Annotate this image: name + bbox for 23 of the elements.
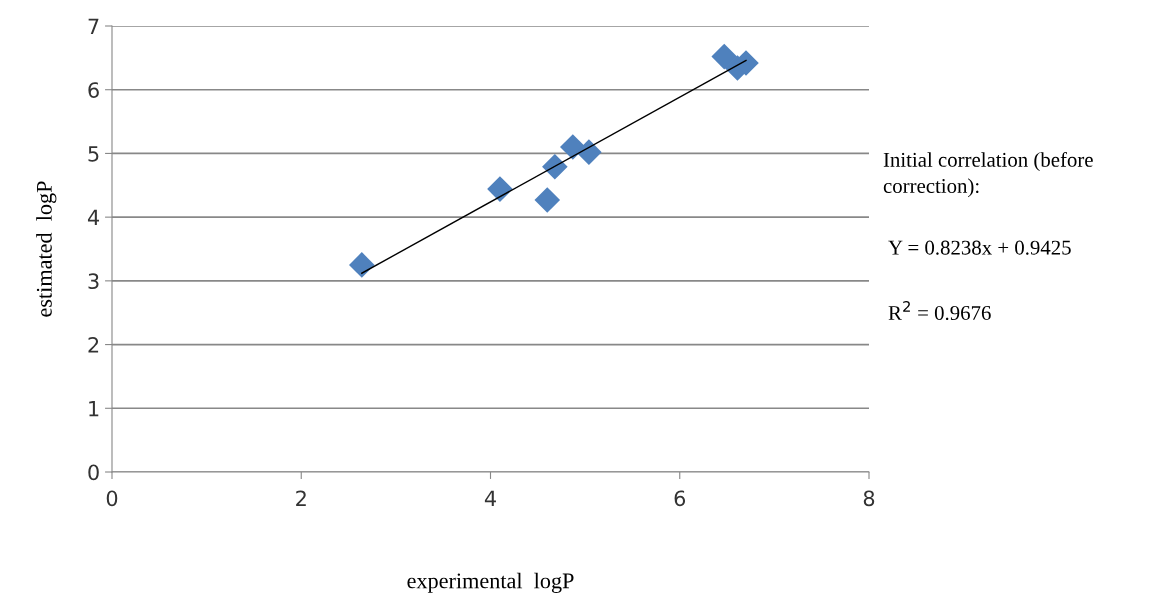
y-tick-label: 6: [88, 82, 99, 98]
y-tick-label: 2: [88, 337, 99, 353]
x-axis-title: experimental logP: [407, 572, 574, 593]
point: [711, 43, 738, 70]
y-tick-label: 1: [89, 401, 99, 417]
text: R$^{2}$ = 0.9676: [888, 300, 991, 321]
x-tick-label: 0: [106, 490, 118, 507]
x-tick-label: 4: [484, 490, 496, 506]
y-tick-label: 3: [88, 273, 99, 290]
point: [534, 187, 561, 213]
y-tick-label: 5: [88, 146, 99, 162]
x-tick-label: 8: [863, 490, 875, 507]
y-tick-label: 4: [87, 209, 100, 226]
point: [349, 252, 375, 278]
y-tick-label: 7: [88, 18, 99, 34]
point: [576, 139, 602, 165]
point: [542, 154, 568, 180]
text: Initial correlation (before correction):: [883, 152, 1093, 198]
y-axis-title: estimated logP: [36, 181, 57, 317]
x-tick-label: 6: [674, 490, 686, 507]
text: Y = 0.8238x + 0.9425: [888, 240, 1071, 255]
x-tick-label: 2: [296, 490, 306, 506]
y-tick-label: 0: [88, 464, 99, 481]
